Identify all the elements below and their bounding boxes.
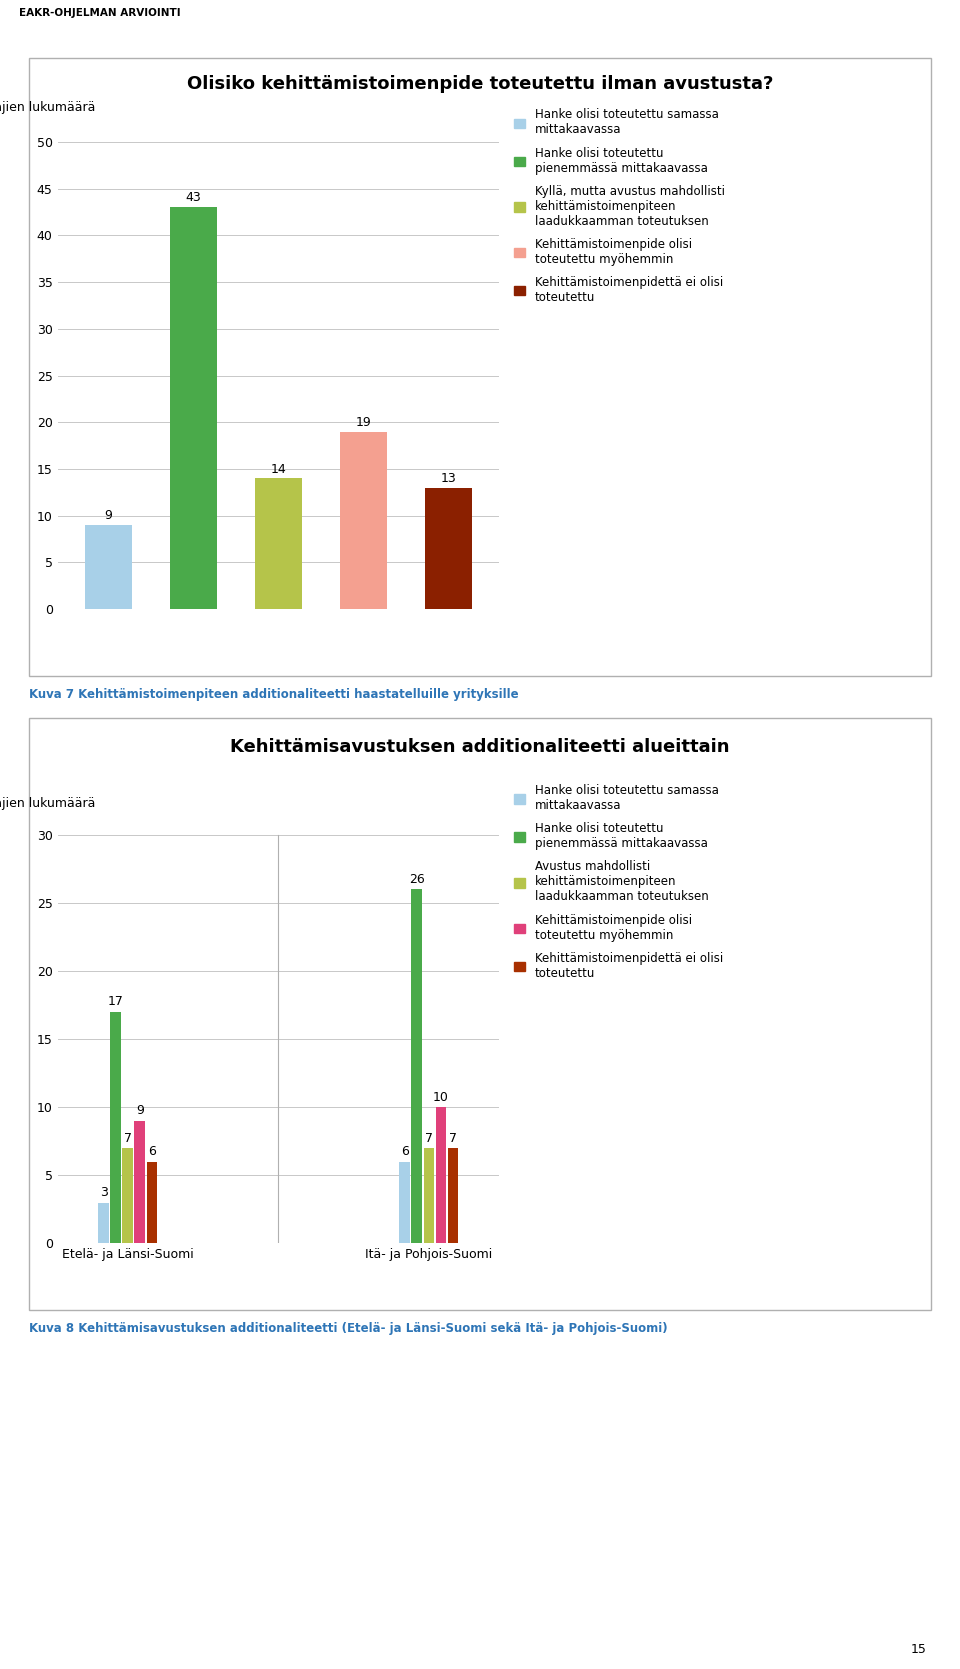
Bar <box>134 1122 145 1243</box>
Text: 9: 9 <box>136 1105 144 1117</box>
Text: Kuva 7 Kehittämistoimenpiteen additionaliteetti haastatelluille yrityksille: Kuva 7 Kehittämistoimenpiteen additional… <box>29 688 518 701</box>
Bar <box>147 1162 157 1243</box>
Text: Vastaajien lukumäärä: Vastaajien lukumäärä <box>0 100 96 113</box>
Text: 43: 43 <box>185 192 202 205</box>
Bar <box>85 526 132 609</box>
Bar <box>423 1148 434 1243</box>
Text: 10: 10 <box>433 1092 449 1103</box>
Text: 14: 14 <box>271 462 286 476</box>
Bar <box>255 479 301 609</box>
Bar <box>110 1011 121 1243</box>
Bar <box>447 1148 459 1243</box>
Text: Kehittämisavustuksen additionaliteetti alueittain: Kehittämisavustuksen additionaliteetti a… <box>230 738 730 756</box>
Text: Kuva 8 Kehittämisavustuksen additionaliteetti (Etelä- ja Länsi-Suomi sekä Itä- j: Kuva 8 Kehittämisavustuksen additionalit… <box>29 1322 667 1335</box>
Text: 7: 7 <box>425 1132 433 1145</box>
Bar <box>436 1107 446 1243</box>
Text: 9: 9 <box>105 509 112 522</box>
Text: Olisiko kehittämistoimenpide toteutettu ilman avustusta?: Olisiko kehittämistoimenpide toteutettu … <box>187 75 773 93</box>
Text: 7: 7 <box>449 1132 457 1145</box>
Bar <box>123 1148 133 1243</box>
Text: 7: 7 <box>124 1132 132 1145</box>
Bar <box>425 487 471 609</box>
Text: 6: 6 <box>148 1145 156 1158</box>
Legend: Hanke olisi toteutettu samassa
mittakaavassa, Hanke olisi toteutettu
pienemmässä: Hanke olisi toteutettu samassa mittakaav… <box>514 108 725 304</box>
Bar <box>399 1162 410 1243</box>
Text: 13: 13 <box>441 472 456 486</box>
Bar <box>412 890 422 1243</box>
Text: 19: 19 <box>355 416 372 429</box>
Text: 17: 17 <box>108 995 124 1008</box>
Text: 6: 6 <box>401 1145 409 1158</box>
Legend: Hanke olisi toteutettu samassa
mittakaavassa, Hanke olisi toteutettu
pienemmässä: Hanke olisi toteutettu samassa mittakaav… <box>514 784 723 980</box>
Bar <box>98 1202 109 1243</box>
Text: Vastaajien lukumäärä: Vastaajien lukumäärä <box>0 798 96 809</box>
Text: 3: 3 <box>100 1187 108 1198</box>
Bar <box>170 207 217 609</box>
Text: 15: 15 <box>910 1642 926 1656</box>
Text: EAKR-OHJELMAN ARVIOINTI: EAKR-OHJELMAN ARVIOINTI <box>19 7 180 17</box>
Bar <box>340 432 387 609</box>
Text: 26: 26 <box>409 873 424 886</box>
